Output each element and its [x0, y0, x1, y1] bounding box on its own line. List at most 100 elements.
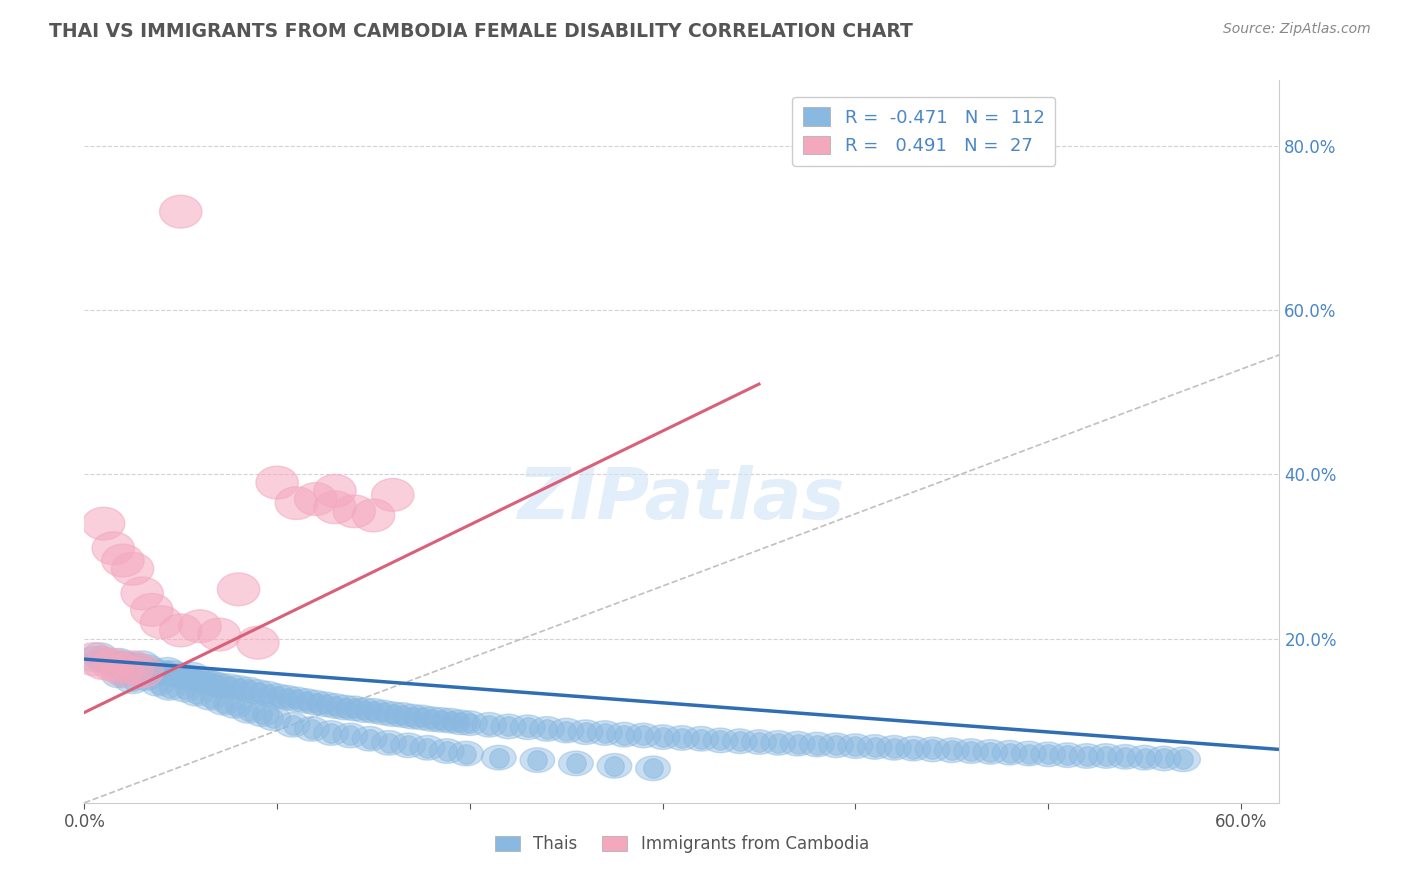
Point: [173, 682, 195, 697]
Point: [202, 677, 225, 691]
Point: [170, 668, 193, 682]
Point: [430, 713, 453, 727]
Point: [281, 718, 304, 732]
Point: [83, 652, 105, 666]
Point: [256, 687, 278, 701]
Point: [157, 681, 180, 695]
Point: [436, 744, 458, 758]
Point: [246, 685, 269, 699]
Point: [536, 722, 558, 736]
Point: [127, 662, 149, 676]
Point: [333, 700, 356, 714]
Point: [1171, 752, 1194, 766]
Text: THAI VS IMMIGRANTS FROM CAMBODIA FEMALE DISABILITY CORRELATION CHART: THAI VS IMMIGRANTS FROM CAMBODIA FEMALE …: [49, 22, 912, 41]
Point: [150, 666, 173, 681]
Point: [941, 743, 963, 757]
Point: [1076, 749, 1098, 764]
Point: [1036, 747, 1059, 762]
Point: [516, 720, 538, 734]
Point: [224, 698, 246, 713]
Point: [768, 736, 790, 750]
Point: [1114, 749, 1136, 764]
Point: [121, 657, 143, 672]
Point: [295, 694, 318, 708]
Point: [108, 654, 131, 668]
Point: [825, 739, 848, 753]
Point: [401, 709, 423, 723]
Point: [1018, 747, 1040, 761]
Point: [381, 707, 404, 722]
Point: [188, 673, 211, 687]
Point: [115, 660, 138, 674]
Point: [176, 671, 198, 685]
Point: [301, 722, 323, 736]
Point: [266, 689, 288, 703]
Point: [709, 733, 731, 747]
Point: [883, 740, 905, 755]
Point: [238, 682, 260, 697]
Point: [103, 657, 125, 672]
Point: [228, 681, 250, 695]
Point: [613, 728, 636, 742]
Point: [921, 742, 943, 756]
Point: [314, 698, 336, 712]
Point: [359, 731, 381, 746]
Point: [603, 759, 626, 773]
Point: [396, 739, 419, 753]
Point: [250, 707, 273, 722]
Point: [1095, 749, 1118, 764]
Point: [111, 657, 134, 671]
Point: [146, 677, 169, 691]
Point: [262, 711, 284, 725]
Point: [641, 761, 664, 775]
Text: Source: ZipAtlas.com: Source: ZipAtlas.com: [1223, 22, 1371, 37]
Point: [373, 706, 395, 720]
Point: [238, 704, 260, 718]
Point: [89, 648, 111, 662]
Point: [363, 704, 385, 718]
Point: [1133, 750, 1156, 764]
Point: [391, 708, 413, 723]
Point: [844, 739, 866, 753]
Point: [135, 671, 157, 685]
Point: [488, 750, 510, 764]
Point: [108, 668, 131, 682]
Point: [343, 701, 366, 715]
Point: [863, 739, 886, 754]
Point: [181, 667, 204, 681]
Point: [319, 726, 342, 740]
Point: [960, 744, 983, 758]
Point: [378, 736, 401, 750]
Point: [449, 715, 471, 730]
Point: [416, 740, 439, 755]
Point: [439, 714, 461, 728]
Point: [593, 726, 616, 740]
Point: [162, 666, 184, 681]
Legend: Thais, Immigrants from Cambodia: Thais, Immigrants from Cambodia: [488, 828, 876, 860]
Point: [671, 731, 693, 745]
Point: [458, 716, 481, 731]
Point: [411, 710, 433, 724]
Point: [198, 690, 221, 705]
Point: [142, 665, 165, 679]
Text: ZIPatlas: ZIPatlas: [519, 465, 845, 533]
Point: [276, 690, 298, 705]
Point: [555, 723, 578, 738]
Point: [454, 747, 477, 761]
Point: [903, 741, 925, 756]
Point: [1153, 751, 1175, 765]
Point: [690, 731, 713, 746]
Point: [136, 660, 159, 674]
Point: [526, 753, 548, 767]
Point: [498, 719, 520, 733]
Point: [420, 712, 443, 726]
Point: [186, 687, 208, 701]
Point: [633, 729, 655, 743]
Point: [574, 725, 596, 739]
Point: [96, 655, 118, 669]
Point: [305, 696, 328, 710]
Point: [131, 657, 153, 671]
Point: [353, 703, 375, 717]
Point: [1056, 748, 1078, 763]
Point: [786, 737, 808, 751]
